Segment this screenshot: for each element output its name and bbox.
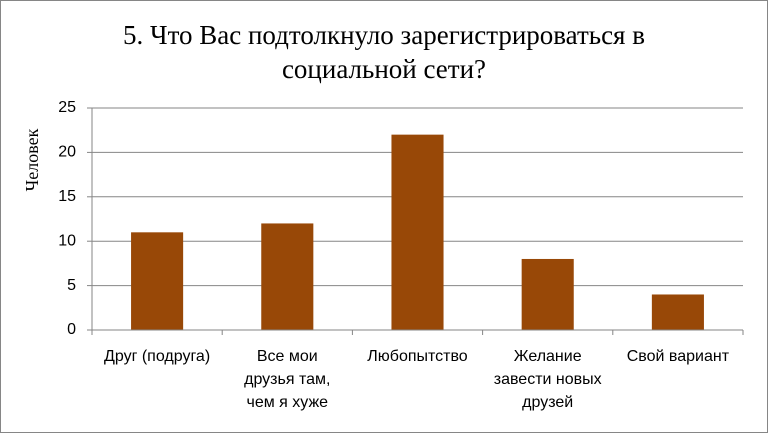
bar <box>651 294 704 330</box>
y-axis-title: Человек <box>22 128 42 191</box>
y-tick-label: 5 <box>67 277 76 294</box>
x-tick-label: Желание завести новых друзей <box>493 348 602 411</box>
bar <box>391 134 444 330</box>
y-tick-label: 25 <box>58 99 76 116</box>
bar <box>131 232 184 330</box>
x-tick-label: Свой вариант <box>626 348 730 365</box>
y-tick-label: 0 <box>67 321 76 338</box>
bar <box>261 223 314 330</box>
y-tick-label: 20 <box>58 144 76 161</box>
x-tick-label: Все мои друзья там, чем я хуже <box>244 348 331 411</box>
x-tick-label: Друг (подруга) <box>104 348 211 365</box>
x-tick-label: Любопытство <box>367 348 468 365</box>
y-tick-label: 10 <box>58 232 76 249</box>
bar <box>521 258 574 330</box>
chart-title: 5. Что Вас подтолкнуло зарегистрироватьс… <box>123 20 645 84</box>
y-tick-label: 15 <box>58 188 76 205</box>
